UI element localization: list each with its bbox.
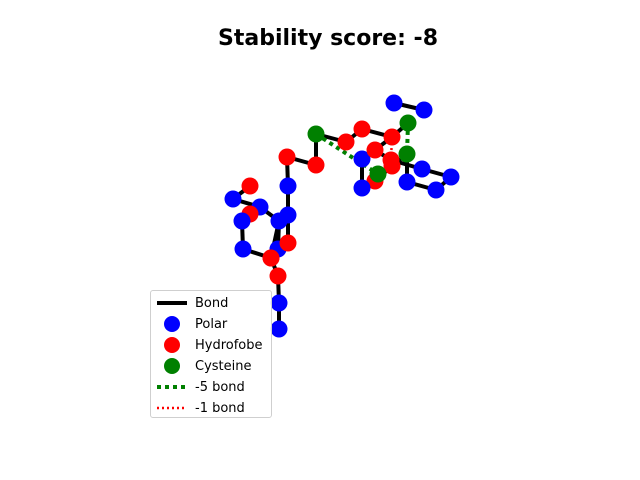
hydrofobe-residue [337,133,355,151]
bond-line-swatch [157,301,187,305]
hydrofobe-residue [307,156,325,174]
polar-residue [353,179,371,197]
cysteine-residue [399,114,417,132]
polar-residue [270,320,288,338]
cysteine-dot-swatch [164,358,180,374]
polar-residue [279,206,297,224]
polar-residue [234,240,252,258]
polar-residue [224,190,242,208]
legend-label: Cysteine [195,359,252,374]
polar-dot-swatch [164,316,180,332]
polar-residue [233,212,251,230]
polar-residue [427,181,445,199]
hydrofobe-residue [241,177,259,195]
legend-item-hydrofobe: Hydrofobe [151,335,271,356]
polar-residue [279,177,297,195]
minus1-bond [389,136,394,161]
cysteine-residue [307,125,325,143]
hydrofobe-residue [262,249,280,267]
hydrofobe-residue [269,267,287,285]
legend-label: Polar [195,317,228,332]
hydrofobe-residue [382,151,400,169]
cysteine-residue [398,145,416,163]
legend-item-minus5-bond: -5 bond [151,377,271,398]
polar-residue [413,160,431,178]
legend-item-cysteine: Cysteine [151,356,271,377]
legend-item-minus1-bond: -1 bond [151,398,271,419]
legend-label: -5 bond [195,380,245,395]
legend-item-polar: Polar [151,314,271,335]
polar-residue [398,173,416,191]
hydrofobe-residue [278,148,296,166]
polar-residue [385,94,403,112]
hydrofobe-dot-swatch [164,337,180,353]
polar-residue [353,150,371,168]
diagram-title: Stability score: -8 [217,26,438,51]
hydrofobe-residue [353,120,371,138]
dashed-green-swatch [157,385,187,389]
legend-label: Bond [195,296,229,311]
hydrofobe-residue [366,141,384,159]
dotted-red-swatch [157,406,187,410]
hydrofobe-residue [279,234,297,252]
polar-residue [270,294,288,312]
polar-residue [442,168,460,186]
legend-item-bond: Bond [151,293,271,314]
legend-label: -1 bond [195,401,245,416]
legend: Bond Polar Hydrofobe Cysteine -5 bond -1… [150,290,272,418]
cysteine-residue [369,165,387,183]
legend-label: Hydrofobe [195,338,263,353]
hydrofobe-residue [383,128,401,146]
polar-residue [415,101,433,119]
